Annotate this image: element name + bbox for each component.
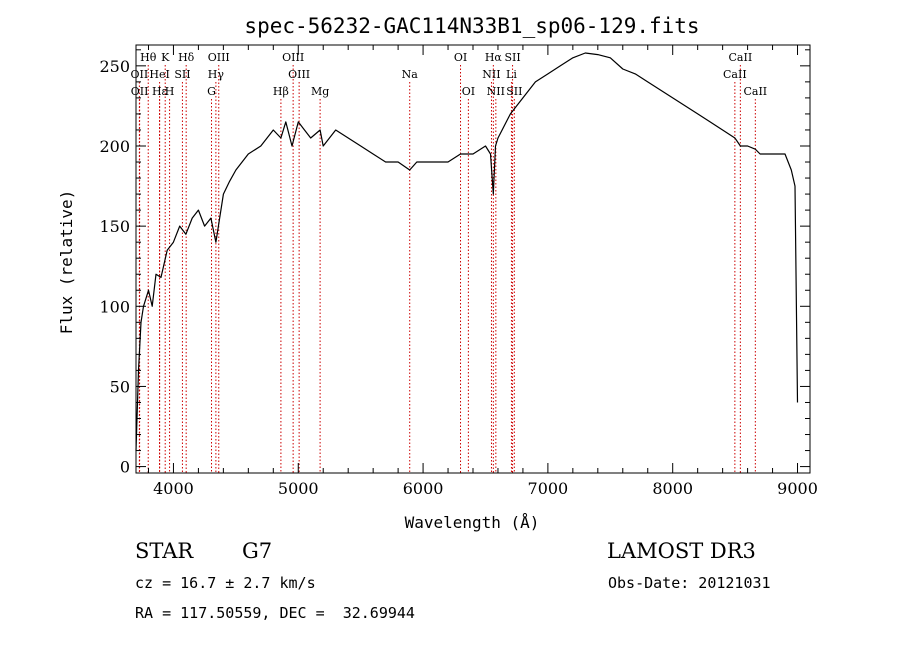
y-tick-label: 250	[99, 57, 130, 76]
redshift-value: cz = 16.7 ± 2.7 km/s	[135, 574, 316, 592]
observation-date: Obs-Date: 20121031	[608, 574, 771, 592]
survey-name: LAMOST DR3	[607, 539, 756, 563]
spectral-line-label: G	[207, 85, 216, 98]
x-tick-label: 8000	[652, 479, 693, 498]
spectral-line-label: Hα	[485, 51, 503, 64]
y-tick-label: 200	[99, 137, 130, 156]
coordinates: RA = 117.50559, DEC = 32.69944	[135, 604, 415, 622]
axis-ticks: 4000 5000 6000 7000 8000 9000 0 50 100 150 200 250	[99, 45, 818, 498]
spectral-line-label: SII	[174, 68, 190, 81]
spectral-line-label: Hε	[152, 85, 168, 98]
spectral-line-label: NII	[482, 68, 500, 81]
spectral-line-label: OIII	[208, 51, 230, 64]
spectral-line-label: NII	[487, 85, 505, 98]
x-axis-label: Wavelength (Å)	[405, 513, 540, 532]
spectral-line-label: OII	[131, 85, 149, 98]
y-tick-label: 0	[120, 458, 130, 477]
spectral-subclass: G7	[242, 539, 273, 563]
spectral-line-label: OII	[131, 68, 149, 81]
spectral-line-label: CaII	[723, 68, 747, 81]
spectral-line-label: Na	[402, 68, 419, 81]
spectral-line-label: CaII	[729, 51, 753, 64]
spectral-line-label: OIII	[282, 51, 304, 64]
y-tick-label: 150	[99, 217, 130, 236]
x-tick-label: 4000	[153, 479, 194, 498]
x-tick-label: 7000	[528, 479, 569, 498]
spectral-line-label: Li	[506, 68, 517, 81]
plot-frame	[135, 44, 811, 474]
x-tick-label: 9000	[777, 479, 818, 498]
spectral-line-label: Hγ	[208, 68, 225, 81]
object-class: STAR	[135, 539, 194, 563]
spectral-line-label: OI	[462, 85, 475, 98]
spectral-line-label: H	[165, 85, 175, 98]
chart-title: spec-56232-GAC114N33B1_sp06-129.fits	[244, 14, 699, 38]
y-tick-label: 50	[110, 377, 130, 396]
y-tick-label: 100	[99, 297, 130, 316]
x-tick-label: 6000	[403, 479, 444, 498]
flux-series	[135, 52, 799, 451]
spectral-line-label: OIII	[288, 68, 310, 81]
spectral-line-label: Hδ	[178, 51, 195, 64]
x-tick-label: 5000	[278, 479, 319, 498]
spectral-line-label: Mg	[311, 85, 329, 98]
spectral-line-label: SII	[504, 51, 520, 64]
flux-line	[135, 52, 799, 451]
spectral-line-label: OI	[454, 51, 467, 64]
y-axis-label: Flux (relative)	[57, 190, 76, 335]
spectral-line-label: SII	[506, 85, 522, 98]
spectral-line-label: Hβ	[273, 85, 289, 98]
spectral-line-label: Hθ	[140, 51, 157, 64]
spectral-line-label: CaII	[743, 85, 767, 98]
spectral-line-label: K	[161, 51, 170, 64]
spectral-line-label: HeI	[149, 68, 169, 81]
